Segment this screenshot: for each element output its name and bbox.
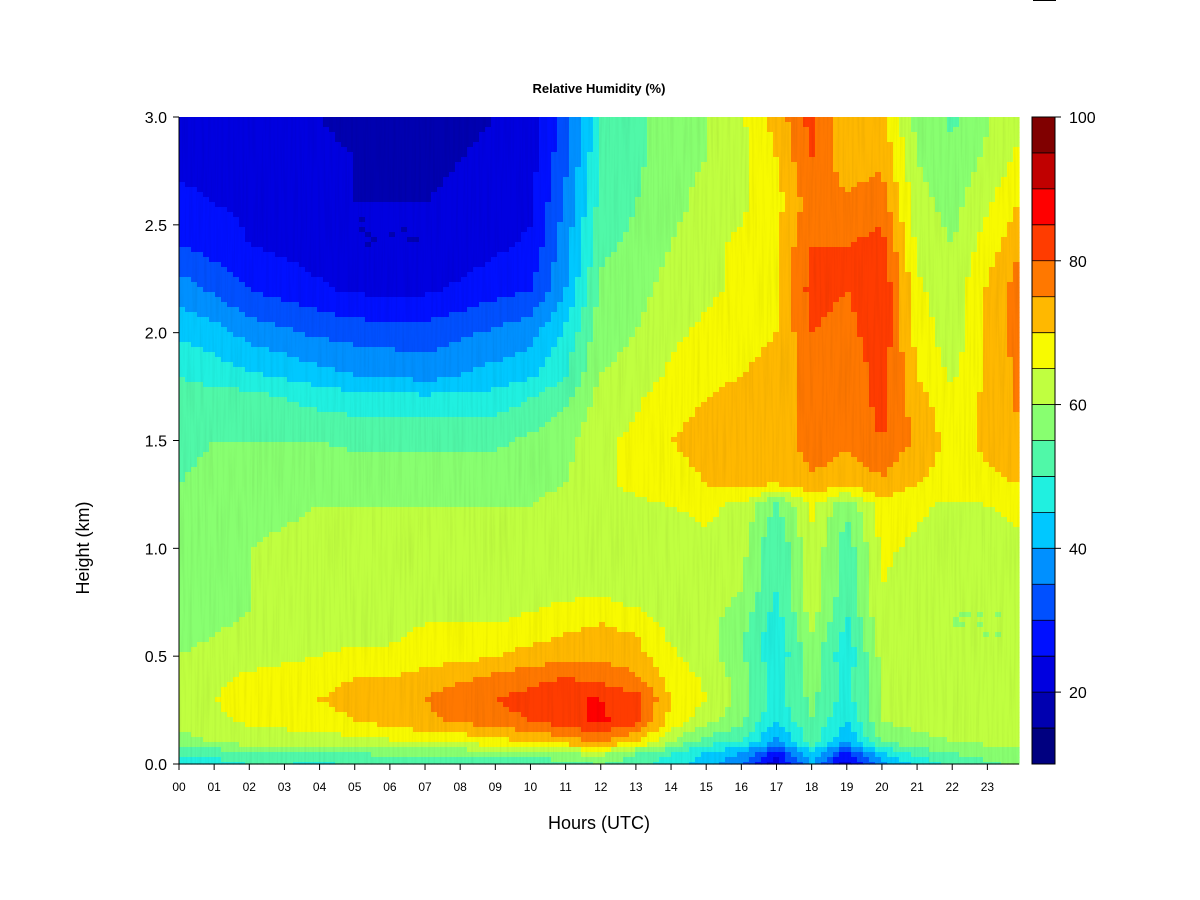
heatmap-area (179, 117, 1020, 765)
chart-title: Relative Humidity (%) (533, 81, 666, 96)
